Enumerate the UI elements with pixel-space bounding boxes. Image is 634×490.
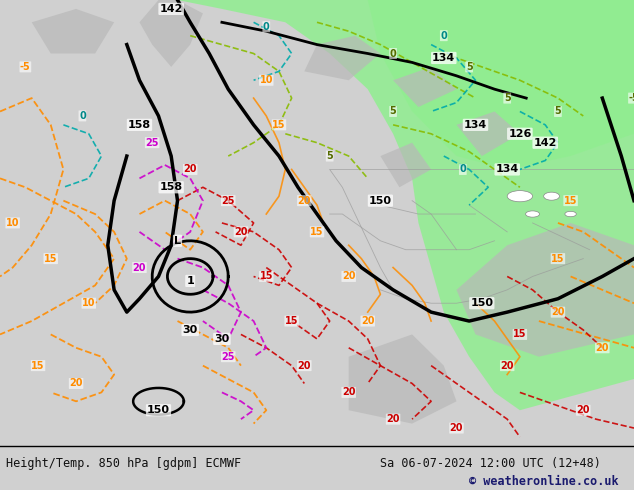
Text: 20: 20 [69,378,83,389]
Text: © weatheronline.co.uk: © weatheronline.co.uk [469,475,619,488]
Text: 134: 134 [432,53,455,63]
Text: Sa 06-07-2024 12:00 UTC (12+48): Sa 06-07-2024 12:00 UTC (12+48) [380,457,601,469]
Polygon shape [178,0,634,410]
Text: 30: 30 [214,334,230,344]
Polygon shape [456,223,634,357]
Text: 134: 134 [496,165,519,174]
Text: 25: 25 [221,196,235,206]
Text: 15: 15 [272,120,286,130]
Text: 20: 20 [133,263,146,272]
Text: 30: 30 [183,325,198,335]
Text: 25: 25 [145,138,159,147]
Text: 0: 0 [79,111,86,121]
Text: 150: 150 [470,298,493,308]
Text: 5: 5 [504,93,510,103]
Text: 20: 20 [183,165,197,174]
Text: 158: 158 [160,182,183,192]
Text: 15: 15 [513,329,527,340]
Text: 0: 0 [460,165,466,174]
Text: 0: 0 [390,49,396,58]
Text: 15: 15 [310,227,324,237]
Text: 150: 150 [147,405,170,415]
Text: 20: 20 [576,405,590,415]
Text: 20: 20 [342,271,356,281]
Text: 15: 15 [259,271,273,281]
Text: L: L [174,236,181,246]
Text: 25: 25 [221,352,235,362]
Text: 10: 10 [82,298,96,308]
Text: 158: 158 [128,120,151,130]
Text: 20: 20 [386,414,400,424]
Polygon shape [380,143,431,187]
Text: 20: 20 [234,227,248,237]
Text: 10: 10 [259,75,273,85]
Text: 5: 5 [466,62,472,72]
Text: Height/Temp. 850 hPa [gdpm] ECMWF: Height/Temp. 850 hPa [gdpm] ECMWF [6,457,242,469]
Text: 20: 20 [297,361,311,370]
Text: 15: 15 [31,361,45,370]
Polygon shape [349,334,456,423]
Text: 0: 0 [263,22,269,32]
Text: 20: 20 [361,316,375,326]
Text: 5: 5 [390,106,396,117]
Text: 20: 20 [500,361,514,370]
Polygon shape [32,9,114,53]
Polygon shape [304,36,380,80]
Text: 20: 20 [595,343,609,353]
Text: 142: 142 [534,138,557,147]
Text: 20: 20 [450,423,463,433]
Text: -5: -5 [629,93,634,103]
Text: 15: 15 [285,316,299,326]
Text: 5: 5 [555,106,561,117]
Text: 0: 0 [441,31,447,41]
Polygon shape [368,0,634,170]
Text: 134: 134 [464,120,487,130]
Text: 15: 15 [564,196,578,206]
Text: 1: 1 [186,276,194,286]
Text: 10: 10 [6,218,20,228]
Text: 20: 20 [297,196,311,206]
Polygon shape [456,112,520,156]
Polygon shape [393,67,456,107]
Text: 142: 142 [160,4,183,14]
Text: 126: 126 [508,129,531,139]
Ellipse shape [526,211,540,217]
Text: -5: -5 [20,62,30,72]
Text: 5: 5 [327,151,333,161]
Text: 15: 15 [551,254,565,264]
Polygon shape [139,0,203,67]
Ellipse shape [565,211,576,217]
Ellipse shape [507,191,533,202]
Ellipse shape [544,192,560,200]
Text: 20: 20 [342,388,356,397]
Text: 20: 20 [551,307,565,317]
Text: 15: 15 [44,254,58,264]
Text: 150: 150 [369,196,392,206]
